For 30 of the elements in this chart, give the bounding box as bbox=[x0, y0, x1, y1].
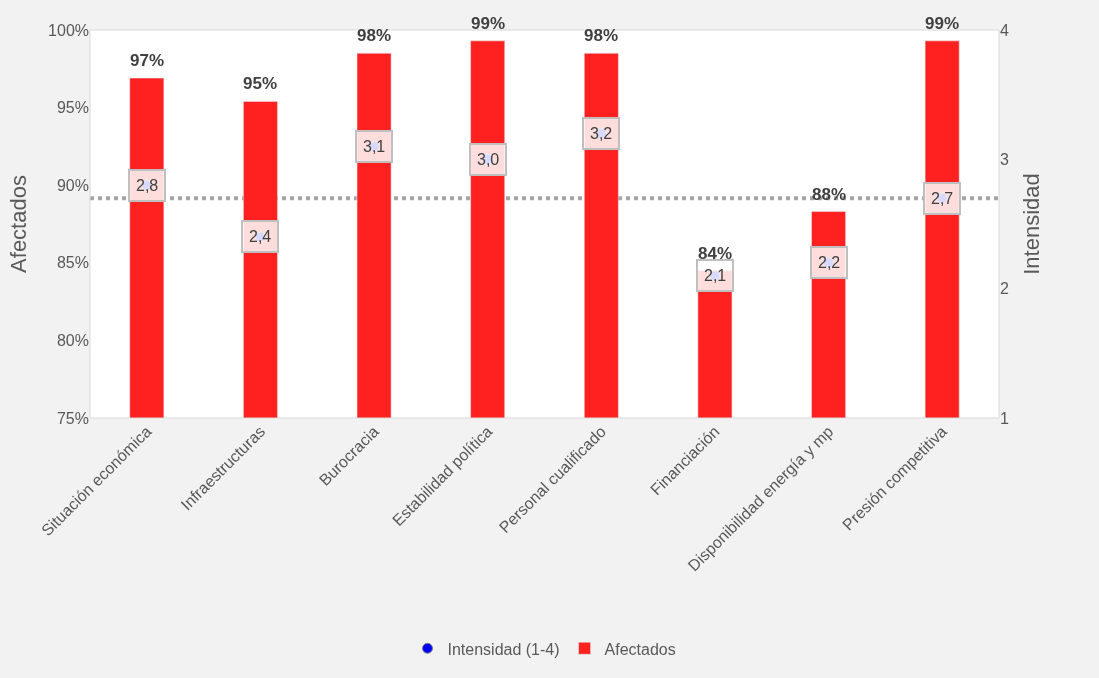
data-label: 2,8 bbox=[136, 177, 159, 194]
data-label: 99% bbox=[925, 14, 960, 33]
data-label: 97% bbox=[130, 51, 165, 70]
data-label: 88% bbox=[812, 185, 847, 204]
y-tick-label: 75% bbox=[56, 409, 89, 427]
data-label: 84% bbox=[698, 244, 733, 263]
y-tick-label: 95% bbox=[56, 99, 89, 117]
data-label: 3,0 bbox=[477, 151, 500, 168]
data-label: 3,2 bbox=[590, 125, 613, 142]
y2-tick-label: 2 bbox=[1000, 280, 1009, 298]
data-label: 2,2 bbox=[818, 254, 841, 271]
y2-axis-title: Intensidad bbox=[1018, 173, 1044, 275]
data-label: 95% bbox=[243, 74, 278, 93]
legend-label: Intensidad (1-4) bbox=[447, 640, 560, 658]
y2-tick-label: 4 bbox=[1000, 21, 1009, 39]
data-label: 98% bbox=[584, 26, 619, 45]
y-tick-label: 100% bbox=[48, 21, 89, 39]
data-label: 2,7 bbox=[931, 190, 954, 207]
data-label: 98% bbox=[357, 26, 392, 45]
y-tick-label: 90% bbox=[56, 176, 89, 194]
y-axis-title: Afectados bbox=[5, 175, 31, 273]
data-label: 99% bbox=[471, 14, 506, 33]
data-label: 3,1 bbox=[363, 138, 386, 155]
legend-label: Afectados bbox=[604, 640, 676, 658]
data-label: 2,1 bbox=[704, 267, 727, 284]
y2-tick-label: 3 bbox=[1000, 150, 1009, 168]
y2-tick-label: 1 bbox=[1000, 409, 1009, 427]
y-tick-label: 85% bbox=[56, 254, 89, 272]
y-tick-label: 80% bbox=[56, 332, 89, 349]
data-label: 2,4 bbox=[249, 228, 272, 245]
